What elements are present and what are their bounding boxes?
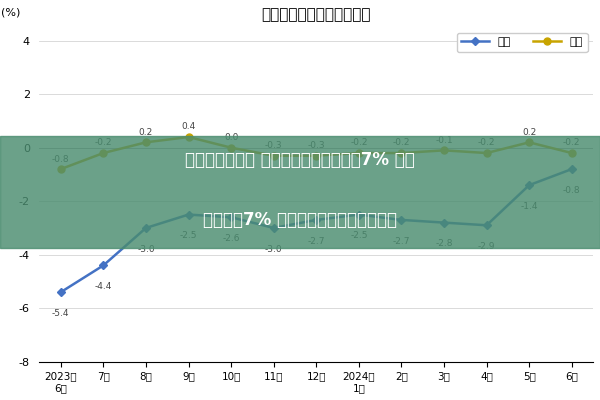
Text: -2.5: -2.5 bbox=[180, 231, 197, 240]
环比 bbox=[568, 151, 575, 156]
Text: -2.9: -2.9 bbox=[478, 242, 496, 251]
同比 bbox=[313, 218, 320, 222]
Line: 环比: 环比 bbox=[58, 134, 575, 172]
Text: -3.0: -3.0 bbox=[265, 245, 283, 254]
环比 bbox=[398, 151, 405, 156]
同比 bbox=[526, 183, 533, 188]
Text: -0.1: -0.1 bbox=[435, 136, 453, 145]
环比 bbox=[440, 148, 448, 153]
Line: 同比: 同比 bbox=[58, 166, 575, 295]
Text: -2.7: -2.7 bbox=[308, 236, 325, 246]
环比 bbox=[100, 151, 107, 156]
Text: (%): (%) bbox=[1, 7, 20, 17]
环比 bbox=[185, 134, 192, 139]
Text: -0.3: -0.3 bbox=[307, 141, 325, 150]
Text: 0.0: 0.0 bbox=[224, 133, 238, 142]
环比 bbox=[270, 153, 277, 158]
环比 bbox=[483, 151, 490, 156]
同比 bbox=[398, 218, 405, 222]
同比 bbox=[483, 223, 490, 228]
Text: -1.4: -1.4 bbox=[520, 202, 538, 211]
Text: -0.2: -0.2 bbox=[392, 138, 410, 148]
Text: -0.3: -0.3 bbox=[265, 141, 283, 150]
Text: 0.2: 0.2 bbox=[522, 128, 536, 137]
Text: -2.5: -2.5 bbox=[350, 231, 368, 240]
Text: -0.8: -0.8 bbox=[563, 186, 581, 195]
Text: -0.2: -0.2 bbox=[350, 138, 368, 148]
Text: -0.2: -0.2 bbox=[478, 138, 496, 148]
同比 bbox=[227, 215, 235, 220]
Text: -2.8: -2.8 bbox=[435, 239, 453, 248]
Text: 股价仍高7% 机构称纯净水市场竞争激烈: 股价仍高7% 机构称纯净水市场竞争激烈 bbox=[203, 211, 397, 229]
Text: 0.2: 0.2 bbox=[139, 128, 153, 137]
Text: -3.0: -3.0 bbox=[137, 245, 155, 254]
Text: -2.6: -2.6 bbox=[223, 234, 240, 243]
同比 bbox=[440, 220, 448, 225]
环比 bbox=[355, 151, 362, 156]
同比 bbox=[185, 212, 192, 217]
Text: -0.8: -0.8 bbox=[52, 154, 70, 164]
Text: 0.4: 0.4 bbox=[181, 122, 196, 132]
环比 bbox=[526, 140, 533, 145]
Text: -4.4: -4.4 bbox=[95, 282, 112, 291]
Title: 工业生产者出厂价格涨跌幅: 工业生产者出厂价格涨跌幅 bbox=[262, 7, 371, 22]
同比 bbox=[100, 263, 107, 268]
同比 bbox=[57, 290, 64, 294]
Legend: 同比, 环比: 同比, 环比 bbox=[457, 33, 587, 52]
环比 bbox=[313, 153, 320, 158]
Text: -0.2: -0.2 bbox=[95, 138, 112, 148]
环比 bbox=[57, 167, 64, 172]
同比 bbox=[355, 212, 362, 217]
同比 bbox=[270, 226, 277, 230]
环比 bbox=[227, 145, 235, 150]
Text: -5.4: -5.4 bbox=[52, 309, 70, 318]
Text: -2.7: -2.7 bbox=[392, 236, 410, 246]
同比 bbox=[568, 167, 575, 172]
同比 bbox=[142, 226, 149, 230]
环比 bbox=[142, 140, 149, 145]
Text: 配资如何找用户 华润饮料上市次日跌超7% 较招: 配资如何找用户 华润饮料上市次日跌超7% 较招 bbox=[185, 151, 415, 169]
Text: -0.2: -0.2 bbox=[563, 138, 581, 148]
